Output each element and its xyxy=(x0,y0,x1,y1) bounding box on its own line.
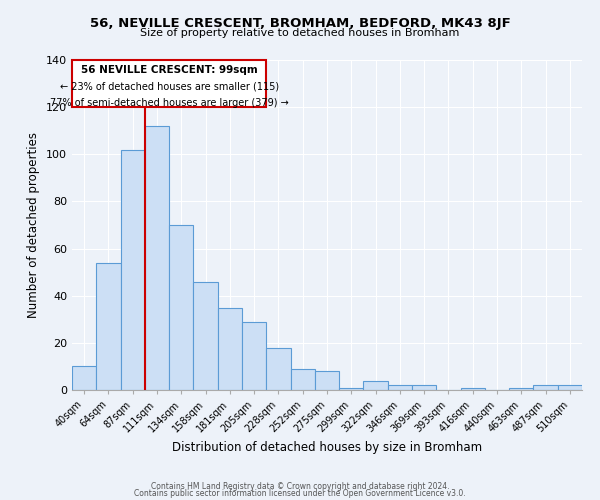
FancyBboxPatch shape xyxy=(72,60,266,107)
Bar xyxy=(364,380,388,390)
Bar xyxy=(533,386,558,390)
Bar xyxy=(96,262,121,390)
Bar xyxy=(412,386,436,390)
Text: Size of property relative to detached houses in Bromham: Size of property relative to detached ho… xyxy=(140,28,460,38)
Bar xyxy=(72,366,96,390)
Bar xyxy=(121,150,145,390)
Bar xyxy=(193,282,218,390)
Bar xyxy=(315,371,339,390)
Text: Contains public sector information licensed under the Open Government Licence v3: Contains public sector information licen… xyxy=(134,490,466,498)
Bar xyxy=(218,308,242,390)
Bar xyxy=(169,225,193,390)
Bar xyxy=(242,322,266,390)
Bar xyxy=(266,348,290,390)
Text: 56 NEVILLE CRESCENT: 99sqm: 56 NEVILLE CRESCENT: 99sqm xyxy=(81,64,257,74)
Bar xyxy=(558,386,582,390)
X-axis label: Distribution of detached houses by size in Bromham: Distribution of detached houses by size … xyxy=(172,441,482,454)
Bar xyxy=(388,386,412,390)
Text: 77% of semi-detached houses are larger (379) →: 77% of semi-detached houses are larger (… xyxy=(50,98,289,108)
Bar xyxy=(290,369,315,390)
Text: Contains HM Land Registry data © Crown copyright and database right 2024.: Contains HM Land Registry data © Crown c… xyxy=(151,482,449,491)
Text: ← 23% of detached houses are smaller (115): ← 23% of detached houses are smaller (11… xyxy=(59,81,279,91)
Bar xyxy=(145,126,169,390)
Y-axis label: Number of detached properties: Number of detached properties xyxy=(28,132,40,318)
Bar xyxy=(339,388,364,390)
Bar xyxy=(509,388,533,390)
Text: 56, NEVILLE CRESCENT, BROMHAM, BEDFORD, MK43 8JF: 56, NEVILLE CRESCENT, BROMHAM, BEDFORD, … xyxy=(89,18,511,30)
Bar xyxy=(461,388,485,390)
